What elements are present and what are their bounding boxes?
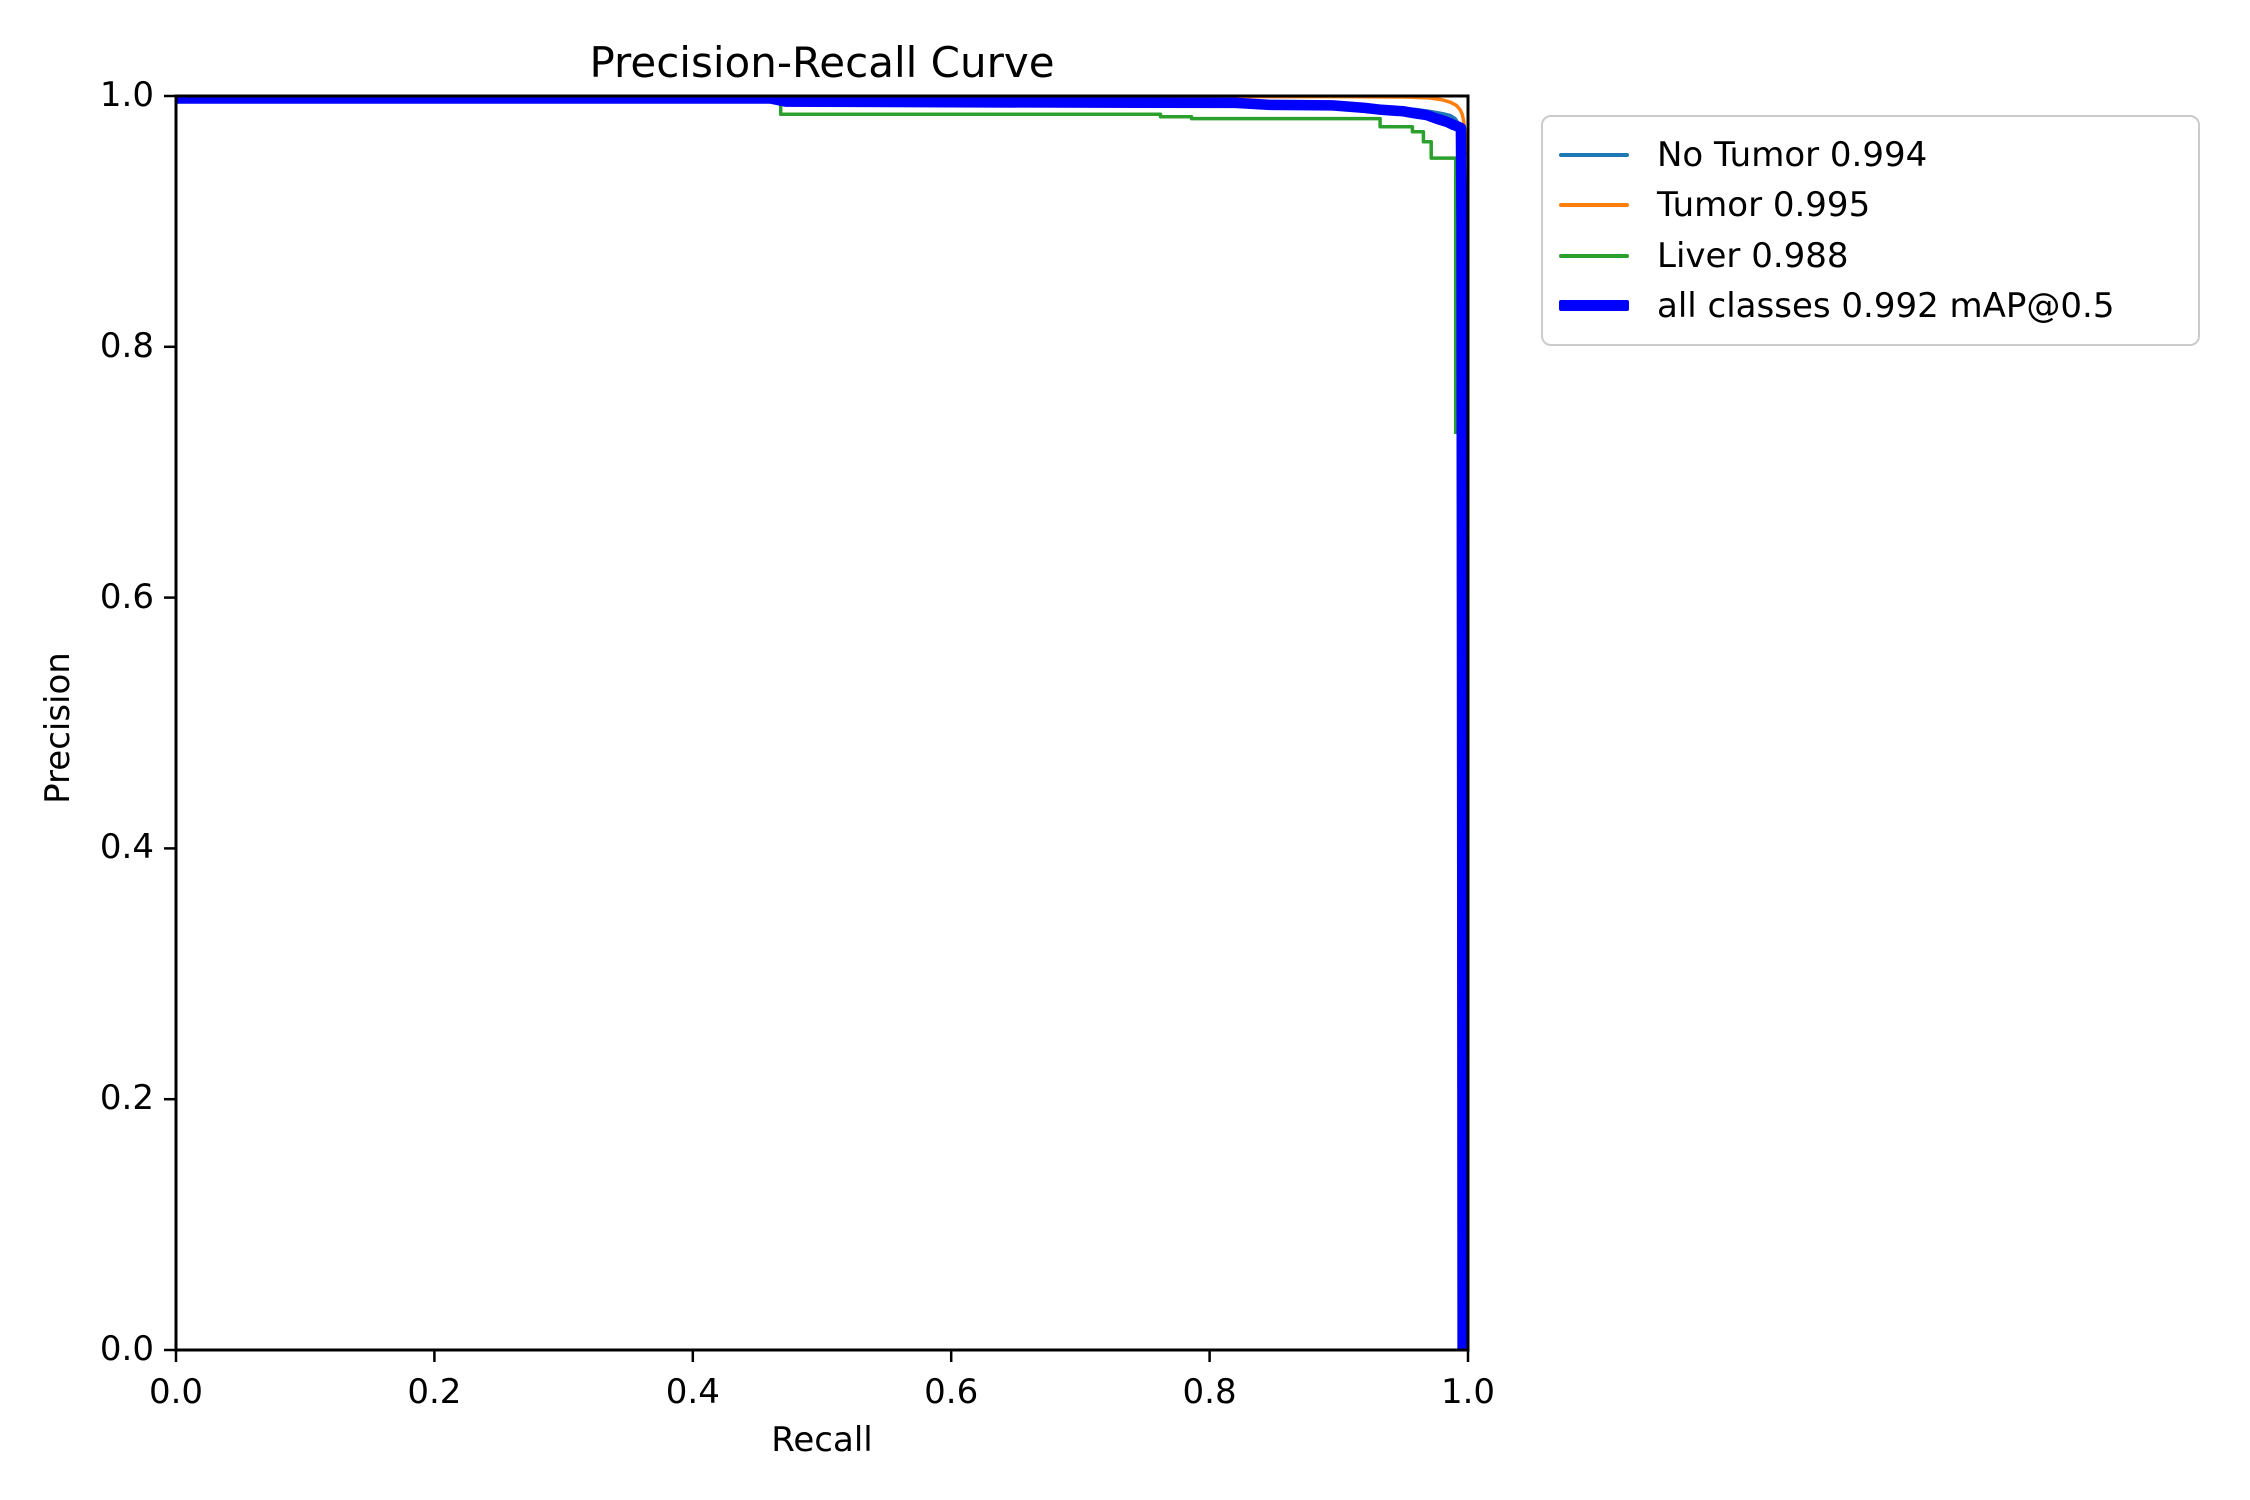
x-axis-label: Recall [771, 1420, 873, 1460]
x-tick-label: 0.0 [148, 1372, 204, 1412]
legend-line-sample-tumor [1559, 203, 1629, 208]
series-line-all-classes [176, 96, 1468, 1350]
legend-line-sample-all-classes [1559, 300, 1629, 312]
legend-label-liver: Liver 0.988 [1657, 235, 1849, 276]
x-tick-label: 0.6 [924, 1372, 979, 1412]
legend-row-liver: Liver 0.988 [1559, 236, 2186, 276]
x-tick-label: 1.0 [1440, 1372, 1496, 1412]
y-tick-label: 0.4 [99, 827, 154, 868]
x-tick-label: 0.2 [407, 1372, 462, 1412]
legend-label-all-classes: all classes 0.992 mAP@0.5 [1657, 285, 2115, 326]
y-tick-label: 0.6 [99, 576, 154, 617]
x-tick-label: 0.4 [665, 1372, 720, 1412]
x-tick-label: 0.8 [1182, 1372, 1237, 1412]
legend-row-tumor: Tumor 0.995 [1559, 185, 2186, 225]
legend-row-no-tumor: No Tumor 0.994 [1559, 135, 2186, 175]
legend-row-all-classes: all classes 0.992 mAP@0.5 [1559, 286, 2186, 326]
y-axis-label: Precision [38, 652, 78, 804]
plot-area-border [174, 94, 1470, 1352]
chart-title: Precision-Recall Curve [589, 38, 1055, 87]
legend-label-tumor: Tumor 0.995 [1657, 185, 1871, 226]
legend-label-no-tumor: No Tumor 0.994 [1657, 135, 1928, 176]
y-tick-label: 0.8 [99, 325, 154, 366]
legend-line-sample-no-tumor [1559, 153, 1629, 158]
y-tick-label: 1.0 [99, 75, 154, 115]
y-tick-label: 0.0 [99, 1329, 154, 1369]
legend-line-sample-liver [1559, 253, 1629, 258]
legend: No Tumor 0.994 Tumor 0.995 Liver 0.988 all … [1541, 115, 2200, 346]
y-tick-label: 0.2 [99, 1078, 154, 1119]
series-line-liver [176, 96, 1458, 434]
